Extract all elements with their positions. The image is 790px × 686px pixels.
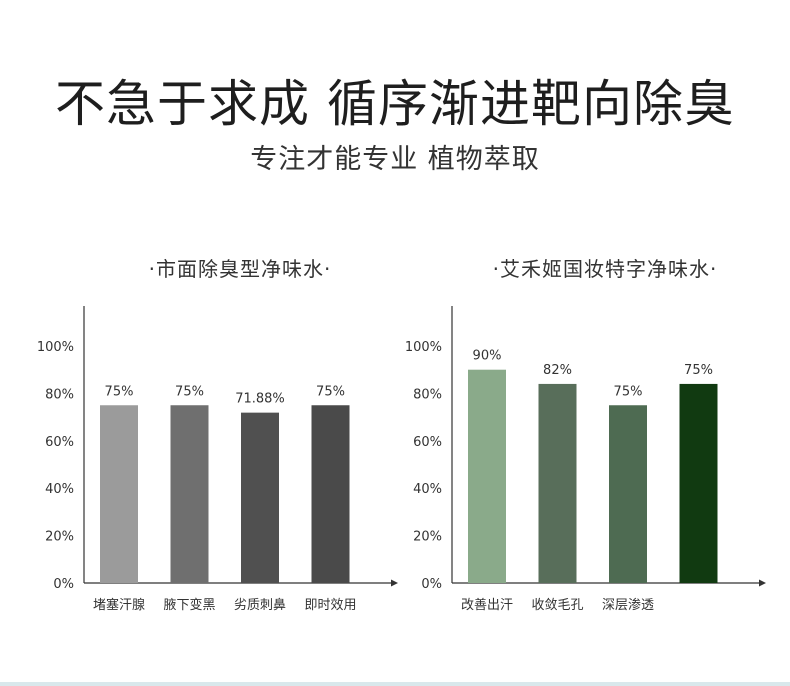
bar <box>679 383 718 583</box>
data-label: 75% <box>614 384 643 399</box>
data-label: 75% <box>105 384 134 399</box>
category-label: 收敛毛孔 <box>531 597 583 613</box>
headline: 不急于求成 循序渐进靶向除臭 <box>55 75 735 133</box>
x-axis-arrow-icon <box>391 579 398 587</box>
bar <box>538 383 577 583</box>
category-label: 劣质刺鼻 <box>234 597 286 613</box>
category-label: 改善出汗 <box>461 597 513 613</box>
data-label: 75% <box>175 384 204 399</box>
y-tick-label: 100% <box>405 340 442 355</box>
chart-title-market: ·市面除臭型净味水· <box>148 257 332 281</box>
y-tick-label: 60% <box>45 435 74 450</box>
bar <box>241 412 279 583</box>
bar <box>170 405 209 583</box>
data-label: 90% <box>473 349 502 364</box>
x-axis-arrow-icon <box>759 579 766 587</box>
bar <box>609 405 647 583</box>
y-tick-label: 100% <box>37 340 74 355</box>
y-tick-label: 0% <box>53 577 74 592</box>
category-label: 腋下变黑 <box>163 597 215 613</box>
category-label: 深层渗透 <box>602 598 654 613</box>
bar <box>468 369 506 583</box>
y-tick-label: 60% <box>413 435 442 450</box>
y-tick-label: 40% <box>413 482 442 497</box>
y-tick-label: 80% <box>45 387 74 402</box>
y-tick-label: 20% <box>413 530 442 545</box>
category-label: 即时效用 <box>304 598 356 613</box>
bar <box>311 405 350 583</box>
bottom-divider <box>0 682 790 686</box>
data-label: 75% <box>316 384 345 399</box>
category-label: 堵塞汗腺 <box>93 597 145 613</box>
data-label: 75% <box>684 363 713 378</box>
data-label: 71.88% <box>235 392 285 407</box>
bar <box>100 405 138 583</box>
data-label: 82% <box>543 363 572 378</box>
subheadline: 专注才能专业 植物萃取 <box>250 144 540 175</box>
y-tick-label: 80% <box>413 387 442 402</box>
y-tick-label: 40% <box>45 482 74 497</box>
y-tick-label: 0% <box>421 577 442 592</box>
y-tick-label: 20% <box>45 530 74 545</box>
chart-title-aihe: ·艾禾姬国妆特字净味水· <box>492 257 718 281</box>
